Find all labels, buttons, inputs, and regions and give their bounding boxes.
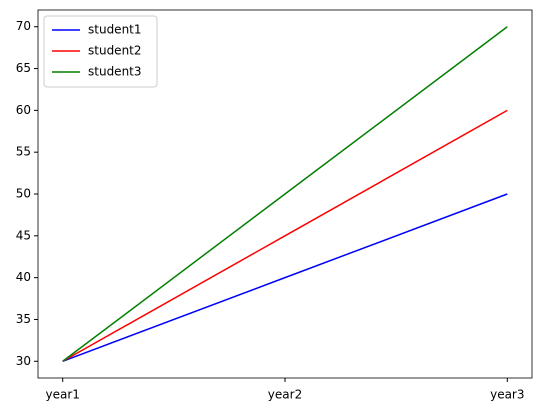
- x-tick-label: year1: [45, 388, 79, 402]
- x-tick-label: year2: [268, 388, 302, 402]
- legend: student1 student2 student3: [43, 15, 158, 88]
- legend-box: [43, 15, 158, 88]
- y-tick-label: 65: [16, 61, 31, 75]
- y-tick-label: 60: [16, 103, 31, 117]
- y-tick-label: 30: [16, 354, 31, 368]
- legend-label: student2: [88, 44, 142, 58]
- data-line: [62, 109, 508, 362]
- y-tick-label: 40: [16, 270, 31, 284]
- data-line: [62, 193, 508, 362]
- y-tick-label: 70: [16, 19, 31, 33]
- y-tick-label: 35: [16, 312, 31, 326]
- legend-label: student1: [88, 23, 142, 37]
- y-tick-label: 45: [16, 228, 31, 242]
- y-tick-label: 50: [16, 187, 31, 201]
- plot-frame: [37, 9, 533, 379]
- x-tick-label: year3: [490, 388, 524, 402]
- legend-label: student3: [88, 65, 142, 79]
- data-line: [62, 26, 508, 362]
- y-tick-label: 55: [16, 145, 31, 159]
